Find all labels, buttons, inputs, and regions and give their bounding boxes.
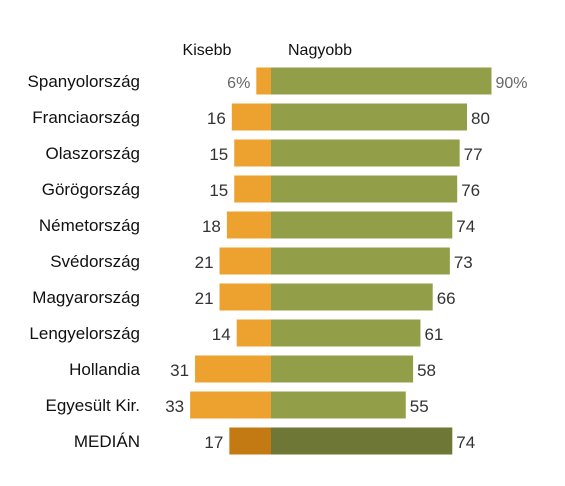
header-right: Nagyobb [288, 42, 352, 59]
value-label-kisebb: 15 [209, 181, 228, 200]
value-label-nagyobb: 74 [456, 217, 475, 236]
bar-nagyobb [271, 283, 433, 311]
category-label: Egyesült Kir. [46, 396, 141, 415]
value-label-nagyobb: 80 [471, 109, 490, 128]
bar-nagyobb [271, 355, 414, 383]
value-label-kisebb: 15 [209, 145, 228, 164]
bar-nagyobb [271, 247, 450, 275]
category-label: Németország [39, 216, 140, 235]
bar-kisebb [229, 427, 271, 455]
category-label: Svédország [50, 252, 140, 271]
value-label-nagyobb: 74 [456, 433, 475, 452]
bar-kisebb [195, 355, 271, 383]
value-label-kisebb: 21 [195, 289, 214, 308]
value-label-kisebb: 21 [195, 253, 214, 272]
value-label-kisebb: 6% [227, 75, 250, 92]
bar-nagyobb [271, 139, 460, 167]
bar-kisebb [219, 283, 271, 311]
category-label: Hollandia [69, 360, 140, 379]
value-label-kisebb: 14 [212, 325, 231, 344]
value-label-nagyobb: 58 [417, 361, 436, 380]
bar-nagyobb [271, 175, 458, 203]
value-label-nagyobb: 77 [464, 145, 483, 164]
bar-nagyobb [271, 211, 453, 239]
value-label-nagyobb: 61 [424, 325, 443, 344]
value-label-kisebb: 31 [170, 361, 189, 380]
category-label: Olaszország [46, 144, 140, 163]
value-label-nagyobb: 90% [496, 75, 528, 92]
header-left: Kisebb [183, 42, 232, 59]
category-label: Spanyolország [28, 72, 140, 91]
value-label-nagyobb: 76 [461, 181, 480, 200]
chart-rows: Spanyolország 6% 90% Franciaország 16 80 Olasz… [28, 67, 528, 455]
value-label-kisebb: 18 [202, 217, 221, 236]
value-label-kisebb: 33 [165, 397, 184, 416]
bar-kisebb [231, 103, 271, 131]
bar-kisebb [256, 67, 271, 95]
bar-kisebb [226, 211, 271, 239]
bar-nagyobb [271, 67, 492, 95]
category-label: Magyarország [32, 288, 140, 307]
bar-nagyobb [271, 103, 467, 131]
bar-kisebb [234, 139, 271, 167]
bar-nagyobb [271, 427, 453, 455]
category-label: Lengyelország [29, 324, 140, 343]
category-label: Franciaország [32, 108, 140, 127]
category-label: MEDIÁN [74, 432, 140, 451]
category-label: Görögország [42, 180, 140, 199]
value-label-nagyobb: 73 [454, 253, 473, 272]
value-label-kisebb: 16 [207, 109, 226, 128]
bar-kisebb [234, 175, 271, 203]
bar-kisebb [219, 247, 271, 275]
value-label-nagyobb: 66 [437, 289, 456, 308]
bar-nagyobb [271, 319, 421, 347]
bar-nagyobb [271, 391, 406, 419]
bar-kisebb [236, 319, 271, 347]
value-label-kisebb: 17 [204, 433, 223, 452]
bar-kisebb [190, 391, 271, 419]
value-label-nagyobb: 55 [410, 397, 429, 416]
